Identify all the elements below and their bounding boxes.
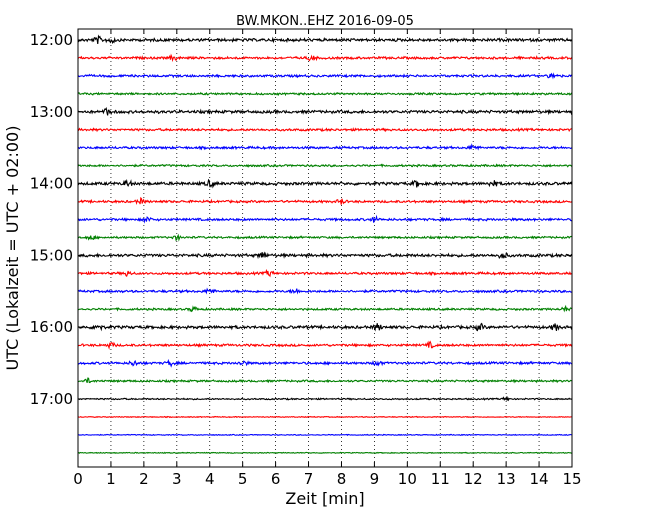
trace-1745 <box>77 451 573 455</box>
trace-1315 <box>77 127 573 133</box>
trace-1345 <box>77 163 573 169</box>
trace-1230 <box>77 72 573 80</box>
x-tick-label: 15 <box>562 470 581 488</box>
x-tick-label: 8 <box>337 470 347 488</box>
trace-1445 <box>77 233 573 242</box>
x-tick-label: 6 <box>271 470 281 488</box>
y-tick-label: 14:00 <box>30 175 73 193</box>
x-tick-label: 7 <box>304 470 314 488</box>
y-axis-ticks: 12:00 13:00 14:00 15:00 16:00 17:00 <box>30 31 572 408</box>
trace-1600 <box>77 322 573 332</box>
trace-1415 <box>77 196 573 206</box>
x-axis-label: Zeit [min] <box>285 489 364 508</box>
x-tick-label: 9 <box>370 470 380 488</box>
y-tick-label: 15:00 <box>30 246 73 264</box>
trace-1645 <box>77 377 573 384</box>
chart-title: BW.MKON..EHZ 2016-09-05 <box>236 14 414 29</box>
trace-1715 <box>77 415 573 419</box>
y-tick-label: 13:00 <box>30 103 73 121</box>
x-tick-label: 2 <box>139 470 149 488</box>
y-axis-label: UTC (Lokalzeit = UTC + 02:00) <box>3 126 22 371</box>
x-tick-label: 11 <box>431 470 450 488</box>
trace-1430 <box>77 214 573 224</box>
y-tick-label: 17:00 <box>30 390 73 408</box>
y-tick-label: 16:00 <box>30 318 73 336</box>
trace-1700 <box>77 395 573 402</box>
x-axis-ticks: 0 1 2 3 4 5 6 7 8 9 10 11 12 13 14 15 <box>73 29 582 488</box>
x-tick-label: 12 <box>464 470 483 488</box>
trace-1545 <box>77 304 573 313</box>
x-tick-label: 0 <box>73 470 83 488</box>
trace-1330 <box>77 143 573 151</box>
x-tick-label: 3 <box>172 470 182 488</box>
x-tick-label: 5 <box>238 470 248 488</box>
trace-1515 <box>77 268 573 278</box>
x-tick-label: 4 <box>205 470 215 488</box>
x-tick-label: 14 <box>530 470 549 488</box>
trace-1500 <box>77 251 573 260</box>
trace-1215 <box>77 53 573 63</box>
traces <box>77 34 573 455</box>
y-tick-label: 12:00 <box>30 31 73 49</box>
trace-1615 <box>77 340 573 350</box>
trace-1630 <box>77 358 573 368</box>
trace-1400 <box>77 178 573 189</box>
x-tick-label: 13 <box>497 470 516 488</box>
x-tick-label: 1 <box>106 470 116 488</box>
trace-1730 <box>77 433 573 437</box>
trace-1200 <box>77 34 573 45</box>
trace-1245 <box>77 91 573 97</box>
plot-frame <box>77 28 573 468</box>
trace-1300 <box>77 107 573 116</box>
trace-1530 <box>77 287 573 295</box>
x-tick-label: 10 <box>398 470 417 488</box>
